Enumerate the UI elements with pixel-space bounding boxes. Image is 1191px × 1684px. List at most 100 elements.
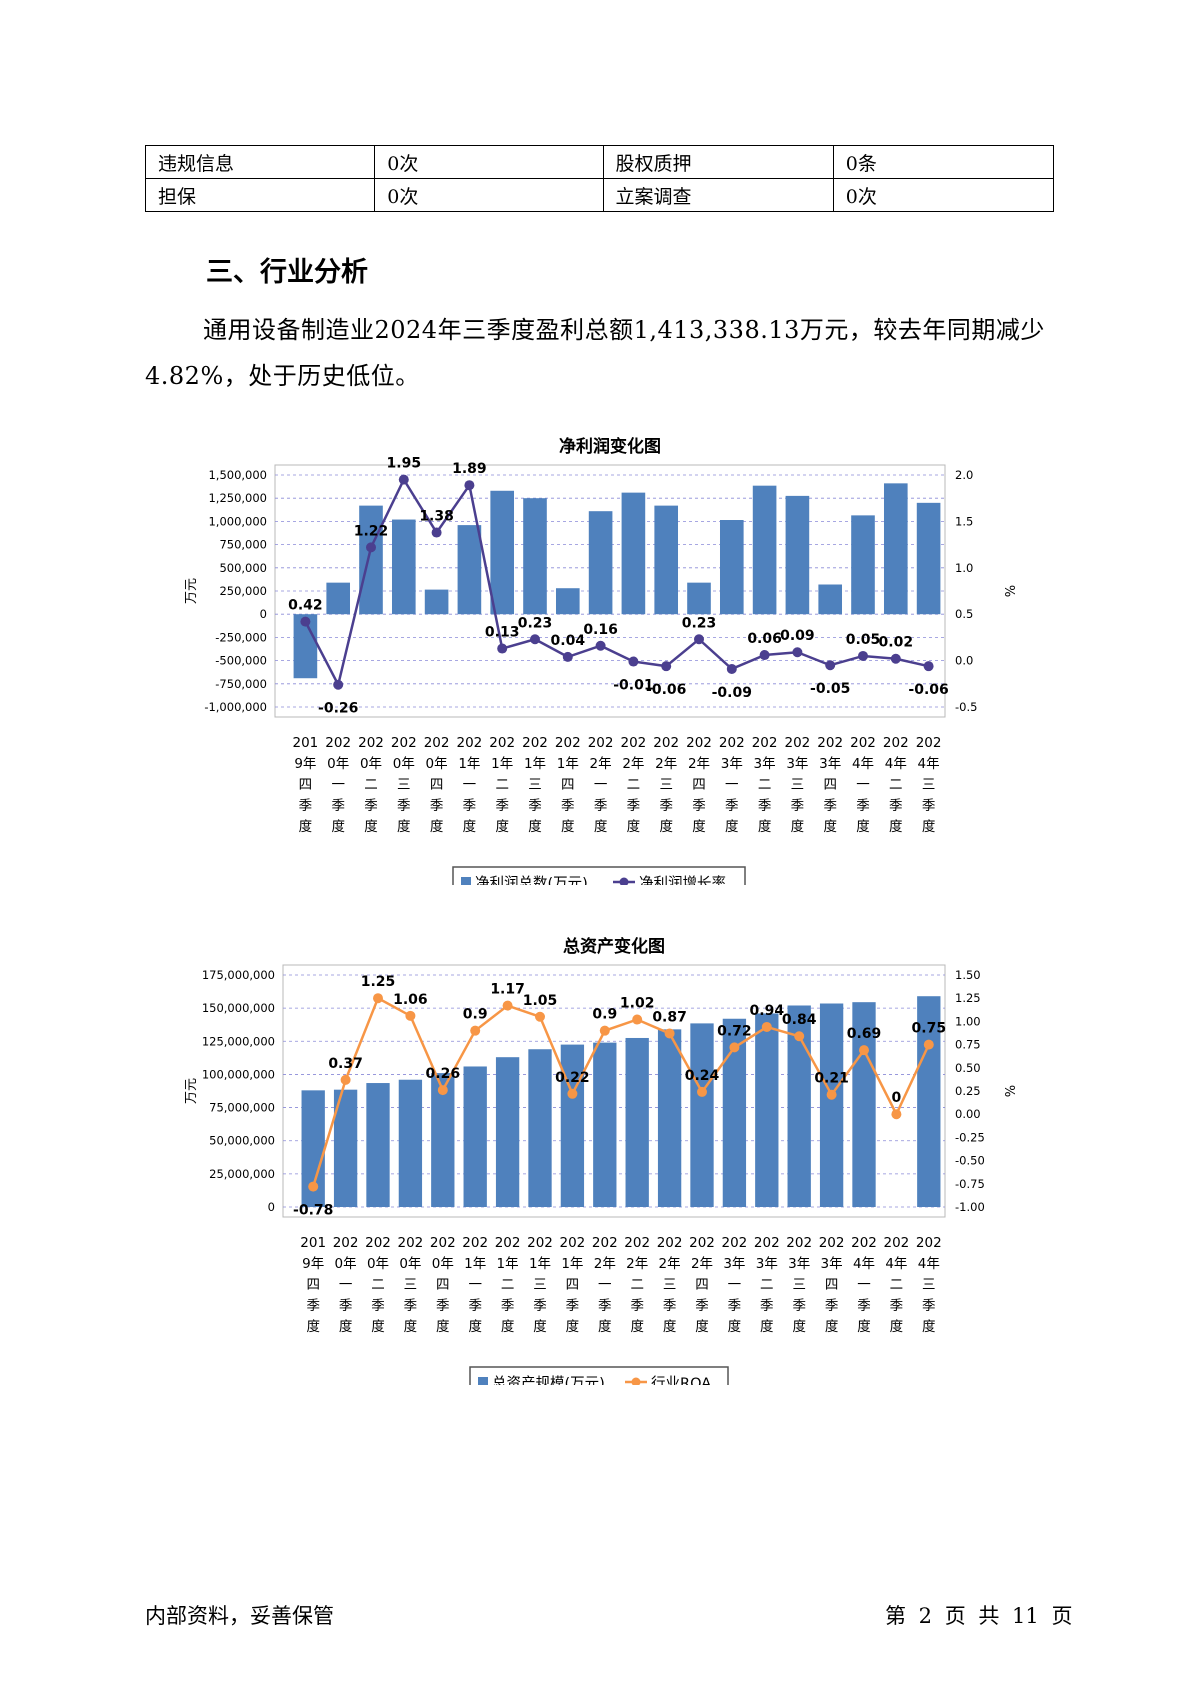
y-tick-label: -250,000 <box>215 630 267 644</box>
x-tick-label: 4年 <box>918 1256 940 1272</box>
data-label: 0.04 <box>551 633 586 649</box>
x-tick-label: 季 <box>468 1298 482 1314</box>
data-label: 0.21 <box>814 1071 849 1087</box>
net-profit-chart: 净利润变化图 1,500,000 1,250,000 1,000,000 750,000… <box>0 425 1191 885</box>
bar <box>398 1079 423 1207</box>
y-tick-label: 25,000,000 <box>209 1167 275 1181</box>
x-tick-label: 季 <box>659 798 673 814</box>
data-label: 0.84 <box>782 1012 817 1028</box>
x-tick-label: 度 <box>890 1319 904 1335</box>
x-tick-label: 四 <box>692 777 706 793</box>
y2-tick-label: 1.0 <box>955 561 973 575</box>
bar <box>818 584 843 615</box>
line-point <box>437 1085 448 1096</box>
x-tick-label: 202 <box>333 1235 359 1251</box>
data-label: 0.9 <box>463 1007 488 1023</box>
x-tick-label: 度 <box>630 1319 644 1335</box>
y-axis-label: 万元 <box>184 1078 199 1104</box>
x-tick-label: 季 <box>857 1298 871 1314</box>
x-tick-label: 4年 <box>852 756 874 772</box>
series-line <box>312 996 930 1187</box>
line-point <box>300 616 311 627</box>
line-point <box>891 1109 902 1120</box>
line-point <box>340 1074 351 1085</box>
y2-axis-label: % <box>1001 585 1016 597</box>
x-tick-label: 季 <box>561 798 575 814</box>
x-tick-label: 202 <box>722 1235 748 1251</box>
x-tick-label: 度 <box>594 819 608 835</box>
line-point <box>729 1042 740 1053</box>
x-tick-label: 季 <box>630 1298 644 1314</box>
data-label: 1.89 <box>452 461 487 477</box>
x-tick-label: 2年 <box>691 1256 713 1272</box>
x-tick-label: 度 <box>728 1319 742 1335</box>
x-tick-label: 度 <box>922 819 936 835</box>
x-tick-label: 季 <box>371 1298 385 1314</box>
x-tick-label: 9年 <box>294 756 316 772</box>
bar <box>391 519 416 615</box>
data-label: 0.75 <box>912 1021 947 1037</box>
y-tick-label: 175,000,000 <box>202 968 275 982</box>
x-tick-label: 202 <box>851 1235 877 1251</box>
bar <box>555 588 580 615</box>
y-tick-label: 500,000 <box>219 561 267 575</box>
data-label: 0.42 <box>288 598 323 614</box>
bar <box>883 483 908 615</box>
bar <box>293 614 318 679</box>
x-tick-label: 1年 <box>497 1256 519 1272</box>
table-cell-label: 立案调查 <box>602 178 834 212</box>
x-tick-label: 三 <box>922 1277 936 1293</box>
table-cell-label: 股权质押 <box>602 145 834 179</box>
x-tick-label: 季 <box>922 1298 936 1314</box>
y-tick-label: 125,000,000 <box>202 1034 275 1048</box>
x-tick-label: 一 <box>594 777 608 793</box>
x-tick-label: 季 <box>791 798 805 814</box>
x-tick-label: 度 <box>760 1319 774 1335</box>
line-point <box>923 661 934 672</box>
x-tick-label: 9年 <box>302 1256 324 1272</box>
line-point <box>759 650 770 661</box>
x-tick-label: 202 <box>819 1235 845 1251</box>
line-point <box>826 1089 837 1100</box>
x-tick-label: 202 <box>916 735 942 751</box>
line-point <box>825 660 836 671</box>
data-label: 0.72 <box>717 1023 752 1039</box>
y2-tick-label: 1.50 <box>955 968 981 982</box>
bar <box>719 520 744 615</box>
x-tick-label: 季 <box>758 798 772 814</box>
bar <box>463 1066 487 1207</box>
line-point <box>890 653 901 664</box>
x-tick-label: 季 <box>856 798 870 814</box>
x-tick-label: 三 <box>663 1277 677 1293</box>
x-tick-label: 202 <box>754 1235 780 1251</box>
data-label: 0.22 <box>555 1070 590 1086</box>
data-label: 0.02 <box>879 635 914 651</box>
bar <box>359 505 383 615</box>
data-label: 1.05 <box>523 993 558 1009</box>
legend-bar-label: 净利润总数(万元) <box>475 875 588 885</box>
line-point <box>497 643 508 654</box>
legend-line-marker <box>631 1377 641 1385</box>
legend-bar-swatch <box>478 1377 488 1385</box>
x-tick-label: 季 <box>695 1298 709 1314</box>
x-tick-label: 度 <box>436 1319 450 1335</box>
bar <box>687 582 711 615</box>
x-tick-label: 二 <box>627 777 641 793</box>
x-tick-label: 季 <box>627 798 641 814</box>
chart-title: 净利润变化图 <box>559 436 661 457</box>
data-label: 1.25 <box>361 974 396 990</box>
x-tick-label: 季 <box>566 1298 580 1314</box>
x-tick-label: 二 <box>758 777 772 793</box>
x-tick-label: 一 <box>468 1277 482 1293</box>
bar <box>819 1003 844 1207</box>
x-tick-label: 度 <box>430 819 444 835</box>
total-assets-chart-svg: 总资产变化图 175,000,000 150,000,000 125,000,000 1… <box>184 936 1016 1385</box>
x-tick-label: 度 <box>659 819 673 835</box>
y-tick-label: -750,000 <box>215 677 267 691</box>
x-tick-label: 季 <box>922 798 936 814</box>
section-heading: 三、行业分析 <box>206 257 368 288</box>
x-tick-label: 季 <box>825 1298 839 1314</box>
line-point <box>661 661 672 672</box>
x-tick-label: 度 <box>857 1319 871 1335</box>
x-tick-label: 季 <box>889 798 903 814</box>
